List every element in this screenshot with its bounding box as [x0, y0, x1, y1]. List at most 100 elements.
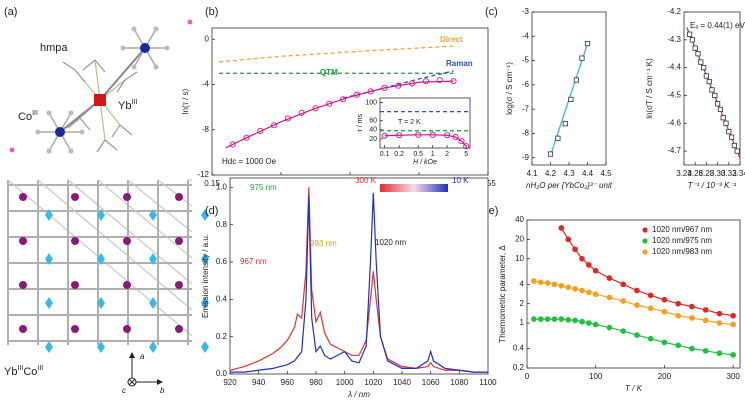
- y-tick-label: 20: [369, 136, 377, 143]
- axis-letter: c: [122, 386, 126, 395]
- y-axis-label: ln(τ / s): [181, 88, 190, 114]
- data-point: [689, 345, 695, 352]
- annotation: 1020 nm: [375, 238, 406, 247]
- x-tick-label: 980: [309, 378, 323, 387]
- data-point: [723, 120, 729, 126]
- x-tick-label: 3.34: [732, 169, 745, 178]
- data-point: [585, 320, 592, 326]
- data-point: [592, 267, 599, 274]
- y-axis-label: τ / ms: [357, 114, 364, 132]
- cobalt-site: [149, 297, 157, 309]
- data-point: [579, 255, 585, 262]
- bond: [104, 139, 118, 151]
- data-point: [692, 45, 698, 51]
- data-point: [458, 138, 465, 145]
- ytterbium-site: [123, 281, 131, 289]
- data-point: [701, 65, 707, 71]
- x-tick-label: 0: [525, 372, 530, 381]
- atom: [131, 26, 137, 32]
- atom: [120, 45, 126, 51]
- cobalt-site: [97, 341, 105, 353]
- atom: [187, 19, 193, 25]
- data-point: [551, 316, 558, 322]
- x-tick-label: 4.2: [545, 169, 557, 178]
- bond: [97, 179, 193, 259]
- data-point: [531, 278, 537, 284]
- series-line: [229, 187, 488, 373]
- data-point: [565, 317, 572, 323]
- bond: [99, 47, 146, 101]
- y-tick-label: -4.6: [667, 118, 681, 127]
- cobalt-site: [45, 341, 53, 353]
- ytterbium-site: [19, 281, 27, 289]
- y-tick-label: 0.4: [216, 294, 228, 303]
- data-point: [687, 31, 693, 37]
- x-tick-label: 940: [252, 378, 266, 387]
- ytterbium-site: [71, 193, 79, 201]
- bond: [157, 179, 193, 207]
- ytterbium-site: [175, 237, 183, 245]
- bond: [124, 71, 138, 81]
- plot-frame: [531, 11, 607, 166]
- data-point: [558, 282, 565, 289]
- y-tick-label: 40: [369, 127, 377, 134]
- label-part: Yb: [118, 100, 131, 112]
- data-point: [367, 88, 374, 95]
- data-point: [698, 59, 704, 65]
- cobalt-site: [45, 253, 53, 265]
- data-point: [675, 312, 682, 319]
- data-point: [661, 296, 668, 303]
- label-part: III: [131, 99, 137, 106]
- panel-letter: (a): [4, 6, 17, 18]
- data-point: [450, 78, 457, 85]
- bond: [119, 124, 133, 136]
- data-point: [734, 148, 740, 154]
- data-point: [592, 291, 599, 298]
- x-tick-label: 960: [281, 378, 295, 387]
- legend-label: 1020 nm/983 nm: [652, 247, 712, 256]
- structure-label: YbIII: [118, 99, 137, 112]
- cobalt-site: [149, 253, 157, 265]
- structure-label: YbIIICoIII: [4, 365, 43, 378]
- data-point: [229, 141, 236, 148]
- colorbar-label: 10 K: [452, 176, 469, 185]
- y-tick-label: -9: [522, 153, 530, 162]
- series-label: Direct: [440, 35, 463, 44]
- ytterbium-site: [175, 325, 183, 333]
- axis-letter: b: [160, 386, 165, 395]
- annotation: 983 nm: [310, 239, 337, 248]
- data-point: [716, 310, 723, 317]
- data-point: [584, 40, 591, 47]
- x-tick-label: 4.4: [582, 169, 594, 178]
- data-point: [573, 77, 580, 83]
- series-line: [218, 45, 454, 63]
- cobalt-site: [45, 209, 53, 221]
- atom: [46, 110, 52, 116]
- y-tick-label: 0.8: [216, 220, 228, 229]
- data-point: [702, 307, 709, 313]
- label-part: Yb: [4, 366, 17, 378]
- bond: [127, 179, 193, 233]
- colorbar-label: 300 K: [355, 176, 377, 185]
- x-tick-label: 0.2: [394, 151, 404, 158]
- cobalt-site: [97, 297, 105, 309]
- x-tick-label: 4.1: [526, 169, 538, 178]
- x-tick-label: 1000: [336, 378, 354, 387]
- data-point: [606, 294, 613, 301]
- data-point: [731, 142, 738, 149]
- data-point: [436, 76, 443, 84]
- panel-letter: (b): [205, 6, 218, 18]
- data-point: [689, 315, 695, 321]
- data-point: [312, 105, 319, 112]
- cobalt-site: [45, 297, 53, 309]
- data-point: [730, 352, 736, 358]
- atom: [164, 45, 170, 51]
- x-tick-label: 300: [726, 372, 740, 381]
- x-tick-label: 100: [589, 372, 603, 381]
- x-axis-label: H / kOe: [413, 159, 437, 166]
- cobalt-site: [149, 341, 157, 353]
- y-tick-label: 0.4: [513, 344, 525, 353]
- x-tick-label: 1060: [422, 378, 440, 387]
- x-tick-label: 3.26: [687, 169, 703, 178]
- x-tick-label: 2: [445, 151, 449, 158]
